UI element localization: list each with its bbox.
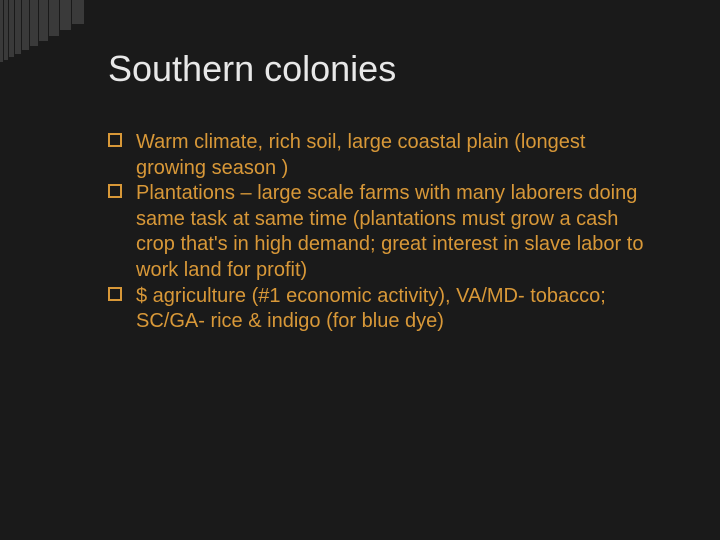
square-bullet-icon <box>108 287 122 301</box>
decoration-bar <box>9 0 14 57</box>
bullet-item: $ agriculture (#1 economic activity), VA… <box>136 284 660 335</box>
decoration-bar <box>4 0 8 60</box>
decoration-bar <box>0 0 3 62</box>
bullet-list: Warm climate, rich soil, large coastal p… <box>108 130 660 335</box>
bullet-text: Plantations – large scale farms with man… <box>136 182 643 281</box>
corner-decoration <box>0 0 85 62</box>
square-bullet-icon <box>108 184 122 198</box>
bullet-item: Plantations – large scale farms with man… <box>136 181 660 283</box>
slide-content: Southern colonies Warm climate, rich soi… <box>108 48 660 335</box>
decoration-bar <box>49 0 59 36</box>
square-bullet-icon <box>108 133 122 147</box>
decoration-bar <box>72 0 84 24</box>
bullet-item: Warm climate, rich soil, large coastal p… <box>136 130 660 181</box>
decoration-bar <box>22 0 29 50</box>
decoration-bar <box>15 0 21 54</box>
decoration-bar <box>39 0 48 41</box>
slide-title: Southern colonies <box>108 48 660 90</box>
decoration-bar <box>30 0 38 46</box>
bullet-text: $ agriculture (#1 economic activity), VA… <box>136 285 606 333</box>
bullet-text: Warm climate, rich soil, large coastal p… <box>136 131 585 179</box>
decoration-bar <box>60 0 71 30</box>
